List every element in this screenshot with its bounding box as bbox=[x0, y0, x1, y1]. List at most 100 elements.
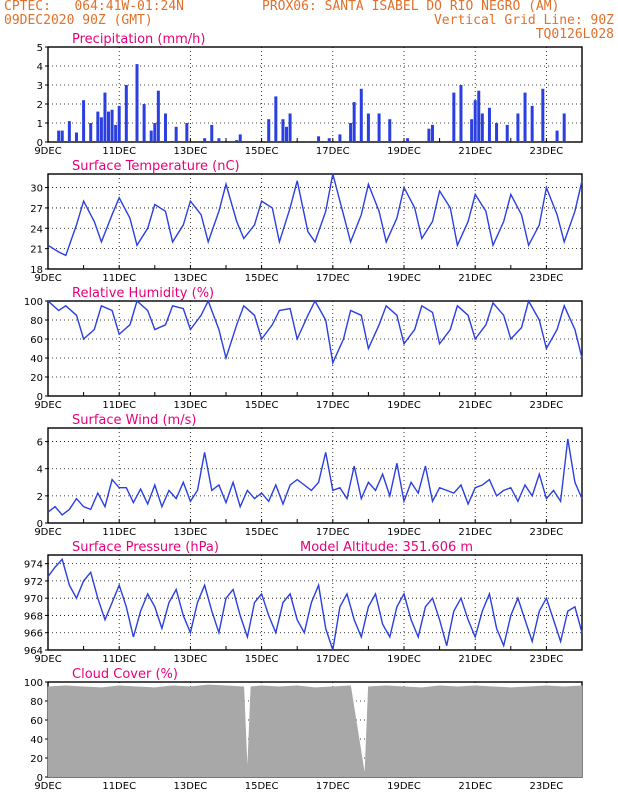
cloud-cover-y-tick-label: 0 bbox=[37, 773, 43, 784]
wind-x-tick-label: 23DEC bbox=[530, 527, 564, 538]
precipitation-bar bbox=[377, 113, 381, 142]
precipitation-bar bbox=[473, 100, 477, 142]
precipitation-bar bbox=[388, 119, 392, 142]
temperature-x-tick-label: 9DEC bbox=[34, 273, 61, 284]
precipitation-bar bbox=[238, 134, 242, 142]
cloud-cover-x-tick-label: 11DEC bbox=[102, 781, 136, 792]
precipitation-frame bbox=[47, 46, 583, 143]
temperature-y-tick-label: 21 bbox=[30, 245, 43, 256]
humidity-title: Relative Humidity (%) bbox=[72, 286, 214, 301]
precipitation-bar bbox=[174, 126, 178, 142]
pressure-frame bbox=[47, 554, 583, 651]
precipitation-bar bbox=[114, 124, 118, 142]
precipitation-bar bbox=[74, 132, 78, 142]
pressure-y-tick-label: 968 bbox=[24, 611, 43, 622]
cloud-cover-x-tick-label: 21DEC bbox=[458, 781, 492, 792]
temperature-frame bbox=[47, 173, 583, 270]
humidity-y-tick-label: 100 bbox=[24, 297, 43, 308]
cloud-cover-x-tick-label: 13DEC bbox=[174, 781, 208, 792]
humidity-x-tick-label: 19DEC bbox=[387, 400, 421, 411]
temperature-x-tick-label: 11DEC bbox=[102, 273, 136, 284]
temperature-x-tick-label: 23DEC bbox=[530, 273, 564, 284]
precipitation-x-tick-label: 9DEC bbox=[34, 146, 61, 157]
precipitation-bar bbox=[359, 88, 363, 142]
precipitation-y-tick-label: 0 bbox=[37, 138, 43, 149]
pressure-x-tick-label: 19DEC bbox=[387, 654, 421, 665]
precipitation-bar bbox=[317, 136, 321, 142]
humidity-x-tick-label: 13DEC bbox=[174, 400, 208, 411]
precipitation-bar bbox=[124, 85, 128, 142]
precipitation-x-tick-label: 15DEC bbox=[245, 146, 279, 157]
precipitation-bar bbox=[562, 113, 566, 142]
precipitation-bar bbox=[185, 123, 189, 142]
precipitation-y-tick-label: 5 bbox=[37, 43, 43, 54]
pressure-x-tick-label: 13DEC bbox=[174, 654, 208, 665]
humidity-series-line bbox=[47, 299, 583, 366]
pressure-x-tick-label: 9DEC bbox=[34, 654, 61, 665]
precipitation-bar bbox=[327, 138, 331, 142]
pressure-y-tick-label: 972 bbox=[24, 577, 43, 588]
precipitation-bar bbox=[487, 107, 491, 142]
precipitation-bar bbox=[555, 130, 559, 142]
temperature-x-tick-label: 21DEC bbox=[458, 273, 492, 284]
pressure-y-tick-label: 964 bbox=[24, 646, 43, 657]
precipitation-bar bbox=[427, 128, 431, 142]
precipitation-bar bbox=[366, 113, 370, 142]
humidity-frame bbox=[47, 300, 583, 397]
header-grid-line: Vertical Grid Line: 90Z bbox=[433, 13, 614, 28]
temperature-y-tick-label: 18 bbox=[30, 265, 43, 276]
precipitation-bar bbox=[156, 90, 160, 142]
wind-x-tick-label: 21DEC bbox=[458, 527, 492, 538]
pressure-y-tick-label: 970 bbox=[24, 594, 43, 605]
precipitation-bar bbox=[210, 124, 214, 142]
precipitation-bar bbox=[99, 117, 103, 142]
precipitation-bar bbox=[430, 124, 434, 142]
pressure-y-tick-label: 974 bbox=[24, 560, 43, 571]
precipitation-bar bbox=[338, 134, 342, 142]
wind-y-tick-label: 0 bbox=[37, 519, 43, 530]
precipitation-bar bbox=[217, 138, 221, 142]
cloud-cover-title: Cloud Cover (%) bbox=[72, 667, 178, 682]
precipitation-x-tick-label: 17DEC bbox=[316, 146, 350, 157]
precipitation-bar bbox=[89, 123, 93, 142]
wind-series-line bbox=[47, 438, 583, 516]
cloud-cover-x-tick-label: 15DEC bbox=[245, 781, 279, 792]
precipitation-bar bbox=[82, 100, 86, 142]
cloud-cover-x-tick-label: 19DEC bbox=[387, 781, 421, 792]
precipitation-bar bbox=[406, 138, 410, 142]
precipitation-bar bbox=[110, 109, 114, 142]
precipitation-bar bbox=[288, 113, 292, 142]
cloud-cover-y-tick-label: 60 bbox=[30, 716, 43, 727]
precipitation-bar bbox=[349, 123, 353, 142]
wind-y-tick-label: 4 bbox=[37, 465, 43, 476]
precipitation-title: Precipitation (mm/h) bbox=[72, 32, 205, 47]
humidity-y-tick-label: 0 bbox=[37, 392, 43, 403]
precipitation-bar bbox=[67, 121, 71, 142]
precipitation-x-tick-label: 23DEC bbox=[530, 146, 564, 157]
precipitation-bar bbox=[235, 140, 239, 142]
temperature-y-tick-label: 27 bbox=[30, 204, 43, 215]
cloud-cover-area bbox=[47, 684, 583, 778]
precipitation-bar bbox=[163, 113, 167, 142]
precipitation-bar bbox=[149, 130, 153, 142]
precipitation-bar bbox=[267, 119, 271, 142]
cloud-cover-y-tick-label: 20 bbox=[30, 754, 43, 765]
precipitation-bar bbox=[153, 123, 157, 142]
precipitation-bar bbox=[57, 130, 61, 142]
header-station-name: PROX06: SANTA ISABEL DO RIO NEGRO (AM) bbox=[262, 0, 560, 14]
humidity-x-tick-label: 23DEC bbox=[530, 400, 564, 411]
precipitation-bar bbox=[135, 64, 139, 142]
temperature-x-tick-label: 15DEC bbox=[245, 273, 279, 284]
temperature-x-tick-label: 17DEC bbox=[316, 273, 350, 284]
precipitation-bar bbox=[281, 119, 285, 142]
header-station-coords: CPTEC: 064:41W-01:24N bbox=[4, 0, 185, 14]
wind-x-tick-label: 11DEC bbox=[102, 527, 136, 538]
temperature-series-line bbox=[47, 173, 583, 257]
precipitation-x-tick-label: 19DEC bbox=[387, 146, 421, 157]
cloud-cover-y-tick-label: 80 bbox=[30, 697, 43, 708]
pressure-x-tick-label: 23DEC bbox=[530, 654, 564, 665]
cloud-cover-y-tick-label: 100 bbox=[24, 678, 43, 689]
precipitation-bar bbox=[470, 119, 474, 142]
precipitation-x-tick-label: 11DEC bbox=[102, 146, 136, 157]
